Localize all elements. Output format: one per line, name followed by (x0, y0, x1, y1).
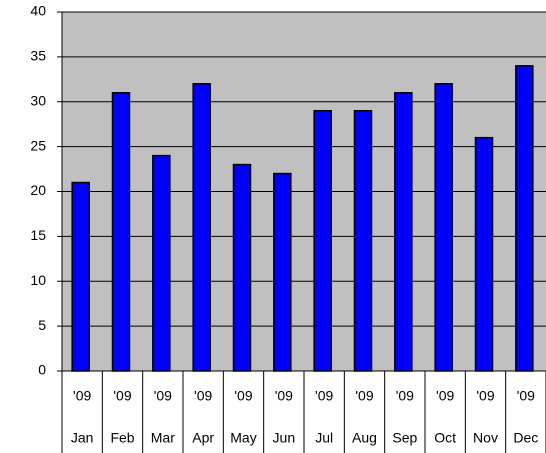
x-group-label: '09 (275, 388, 293, 404)
x-group-label: '09 (396, 388, 414, 404)
x-tick-label: Mar (151, 430, 175, 446)
y-tick-label: 40 (30, 3, 46, 19)
x-group-label: '09 (234, 388, 252, 404)
x-tick-label: Aug (352, 430, 377, 446)
x-group-label: '09 (194, 388, 212, 404)
y-tick-label: 35 (30, 48, 46, 64)
x-tick-label: Oct (434, 430, 456, 446)
x-tick-label: Jul (315, 430, 333, 446)
bar (111, 92, 131, 372)
y-tick-label: 5 (38, 317, 46, 333)
x-group-label: '09 (73, 388, 91, 404)
x-group-label: '09 (436, 388, 454, 404)
bar (152, 154, 171, 372)
x-group-label: '09 (355, 388, 373, 404)
x-group-label: '09 (113, 388, 131, 404)
bar (474, 136, 494, 372)
x-group-label: '09 (476, 388, 494, 404)
x-tick-label: Jan (71, 430, 94, 446)
y-tick-label: 15 (30, 227, 46, 243)
y-tick-label: 20 (30, 182, 46, 198)
bar (71, 181, 90, 372)
bar (232, 163, 252, 372)
bar (515, 65, 534, 372)
x-tick-label: Jun (273, 430, 296, 446)
x-tick-label: Dec (513, 430, 538, 446)
bar (313, 109, 332, 372)
x-tick-label: Apr (192, 430, 214, 446)
y-tick-label: 10 (30, 272, 46, 288)
bar (273, 172, 292, 372)
y-tick-label: 25 (30, 137, 46, 153)
x-group-label: '09 (315, 388, 333, 404)
x-group-label: '09 (154, 388, 172, 404)
x-tick-label: Feb (110, 430, 134, 446)
x-group-label: '09 (517, 388, 535, 404)
bar (192, 83, 211, 372)
x-tick-label: Sep (392, 430, 417, 446)
bar (353, 109, 373, 372)
y-tick-label: 30 (30, 92, 46, 108)
y-tick-label: 0 (38, 362, 46, 378)
bar (394, 92, 413, 372)
bar (434, 83, 453, 372)
x-tick-label: May (230, 430, 256, 446)
x-tick-label: Nov (473, 430, 498, 446)
